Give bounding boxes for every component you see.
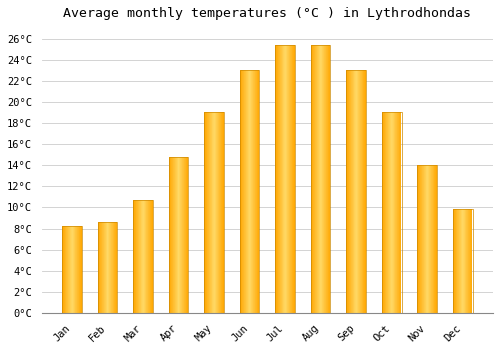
Bar [169,157,188,313]
Bar [418,165,437,313]
Bar [346,70,366,313]
Title: Average monthly temperatures (°C ) in Lythrodhondas: Average monthly temperatures (°C ) in Ly… [64,7,472,20]
Bar [204,112,224,313]
Bar [240,70,260,313]
Bar [453,209,472,313]
Bar [276,45,295,313]
Bar [62,226,82,313]
Bar [98,222,117,313]
Bar [382,112,402,313]
Bar [311,45,330,313]
Bar [134,200,153,313]
